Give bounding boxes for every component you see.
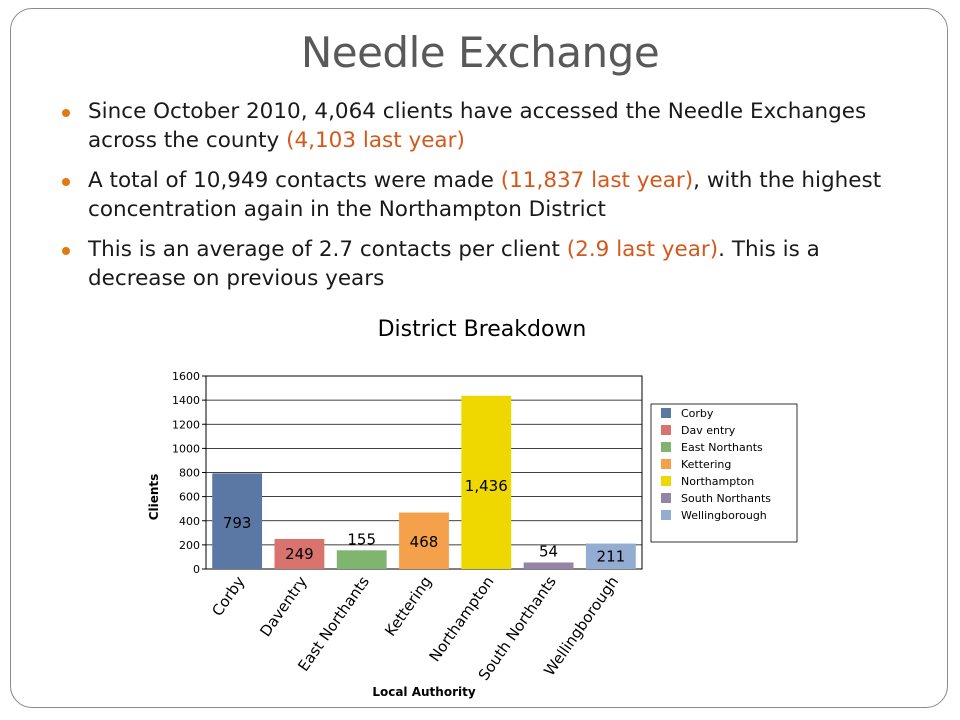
bar-corby — [212, 473, 263, 569]
data-label: 155 — [347, 530, 376, 548]
bullet-text: A total of 10,949 contacts were made — [88, 168, 501, 193]
bullet-tail: , with the highest concentration again i… — [88, 168, 882, 222]
data-label: 54 — [539, 542, 558, 560]
x-tick-label: Northampton — [426, 573, 498, 665]
bullet-highlight: (2.9 last year) — [566, 237, 719, 262]
data-label: 793 — [223, 514, 252, 532]
bullet-item: A total of 10,949 contacts were made (11… — [62, 166, 902, 224]
legend-swatch — [661, 425, 671, 435]
bullet-dot — [62, 109, 70, 117]
y-tick-label: 600 — [179, 491, 200, 504]
bullet-highlight: (4,103 last year) — [286, 128, 465, 153]
legend-box — [650, 403, 798, 543]
slide-title: Needle Exchange — [300, 28, 660, 77]
y-tick-label: 200 — [179, 539, 200, 552]
bar-daventry — [274, 538, 325, 569]
legend-label: Dav entry — [681, 424, 736, 437]
bullet-dot — [62, 247, 70, 255]
legend-label: South Northants — [681, 492, 771, 505]
legend-label: Northampton — [681, 475, 754, 488]
data-label: 1,436 — [465, 477, 508, 495]
bullet-dot — [62, 178, 70, 186]
x-tick-label: Daventry — [256, 573, 311, 640]
bullet-list: Since October 2010, 4,064 clients have a… — [62, 97, 902, 304]
x-axis-title: Local Authority — [372, 685, 476, 699]
bar-wellingborough — [585, 543, 636, 569]
legend-swatch — [661, 493, 671, 503]
legend-swatch — [661, 476, 671, 486]
legend: Corby Dav entry East Northants Kettering Nor… — [650, 403, 798, 543]
bullet-item: Since October 2010, 4,064 clients have a… — [62, 97, 902, 155]
legend-swatch — [661, 442, 671, 452]
y-tick-label: 1600 — [172, 370, 200, 383]
x-tick-label: Corby — [208, 573, 248, 620]
bullet-text: This is an average of 2.7 contacts per c… — [88, 237, 567, 262]
legend-swatch — [661, 510, 671, 520]
slide-frame — [10, 8, 948, 708]
y-tick-label: 400 — [179, 515, 200, 528]
y-tick-label: 800 — [179, 467, 200, 480]
y-tick-label: 1000 — [172, 442, 200, 455]
chart-title: District Breakdown — [378, 317, 587, 342]
data-label: 211 — [597, 547, 626, 565]
legend-swatch — [661, 408, 671, 418]
bullet-item: This is an average of 2.7 contacts per c… — [62, 235, 902, 293]
legend-label: Corby — [681, 407, 714, 420]
y-axis-title: Clients — [147, 474, 161, 521]
data-label: 249 — [285, 545, 314, 563]
bullet-tail: . This is a decrease on previous years — [88, 237, 820, 291]
x-tick-label: Kettering — [381, 573, 435, 640]
legend-label: East Northants — [681, 441, 763, 454]
bullet-highlight: (11,837 last year) — [500, 168, 694, 193]
bar-northampton — [461, 395, 512, 569]
plot-area: 0 200 400 600 800 1000 1200 1400 1600 793 Corby 249… — [172, 370, 643, 684]
y-tick-label: 1200 — [172, 418, 200, 431]
legend-label: Wellingborough — [681, 509, 767, 522]
y-tick-label: 0 — [193, 563, 200, 576]
bar-south-northants — [523, 562, 574, 569]
bullet-text: Since October 2010, 4,064 clients have a… — [88, 99, 867, 153]
legend-swatch — [661, 459, 671, 469]
y-tick-label: 1400 — [172, 394, 200, 407]
bar-kettering — [399, 512, 449, 569]
legend-label: Kettering — [681, 458, 731, 471]
bar-east-northants — [336, 550, 387, 569]
data-label: 468 — [410, 533, 439, 551]
